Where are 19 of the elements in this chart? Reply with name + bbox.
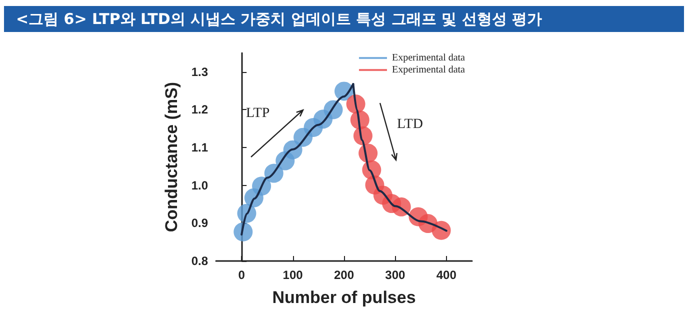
point [234,222,253,242]
legend-label: Experimental data [392,64,466,76]
x-tick-label: 0 [238,268,246,282]
x-axis-title: Number of pulses [272,288,416,307]
annotation: LTD [397,117,423,133]
y-axis-title: Conductance (mS) [162,82,181,232]
legend-label: Experimental data [392,52,466,64]
x-tick-label: 400 [436,268,457,282]
y-tick-label: 1.2 [191,102,208,117]
y-tick-label: 0.8 [191,254,208,268]
y-tick-label: 1.3 [191,64,208,79]
y-tick-label: 1.1 [191,140,208,155]
annotation: LTP [246,106,270,122]
y-tick-label: 1.0 [191,178,208,192]
y-tick-label: 0.9 [191,216,208,230]
chart-title: <그림 6> LTP와 LTD의 시냅스 가중치 업데이트 특성 그래프 및 선형성 평가 [4,6,684,32]
x-tick-label: 200 [334,268,354,282]
x-tick-label: 100 [282,268,304,282]
x-tick-label: 300 [385,268,406,282]
